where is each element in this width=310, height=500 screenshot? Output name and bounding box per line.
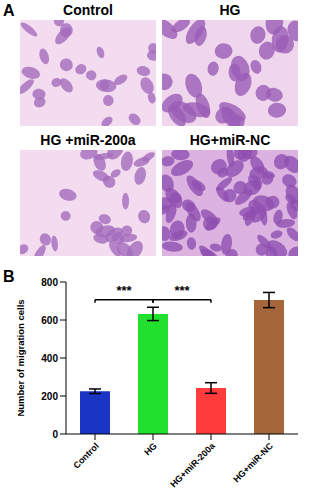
html-text:HG: HG (219, 2, 241, 18)
svg-text:Number of migration cells: Number of migration cells (15, 299, 26, 416)
svg-text:800: 800 (41, 277, 58, 288)
html-text:B: B (3, 268, 15, 285)
svg-text:600: 600 (41, 315, 58, 326)
svg-text:200: 200 (41, 391, 58, 402)
svg-text:***: *** (116, 283, 132, 298)
svg-text:***: *** (174, 283, 190, 298)
html-text:HG +miR-200a: HG +miR-200a (40, 132, 136, 148)
svg-text:400: 400 (41, 353, 58, 364)
html-text:A: A (3, 2, 15, 19)
svg-text:Control: Control (71, 441, 101, 471)
svg-text:HG: HG (142, 441, 159, 458)
html-text:HG+miR-NC: HG+miR-NC (189, 132, 271, 148)
svg-text:HG+miR-200a: HG+miR-200a (168, 440, 217, 489)
html-text:Control: Control (63, 2, 113, 18)
svg-text:HG+miR-NC: HG+miR-NC (231, 441, 275, 485)
svg-text:0: 0 (52, 429, 58, 440)
